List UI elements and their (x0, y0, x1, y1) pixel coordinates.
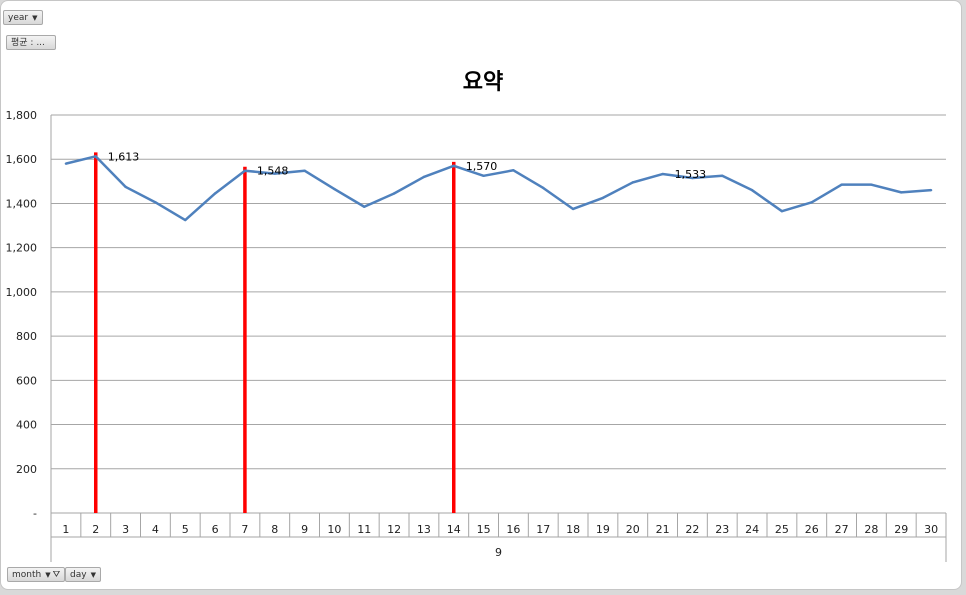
x-tick-label: 27 (835, 523, 849, 536)
data-point (631, 181, 634, 184)
x-tick-label: 12 (387, 523, 401, 536)
year-filter-label: year (8, 13, 29, 23)
data-point (64, 162, 68, 165)
data-point (243, 169, 247, 172)
average-value-button[interactable]: 평균 : ... (6, 35, 56, 50)
dropdown-arrow-icon: ▼ (90, 571, 96, 579)
y-tick-label: 1,600 (6, 153, 38, 166)
x-tick-label: 16 (506, 523, 520, 536)
x-tick-label: 10 (327, 523, 341, 536)
y-tick-label: 200 (16, 463, 37, 476)
x-tick-label: 25 (775, 523, 789, 536)
y-tick-label: 600 (16, 374, 37, 387)
x-tick-label: 13 (417, 523, 431, 536)
series-line (65, 155, 932, 222)
x-tick-label: 7 (241, 523, 248, 536)
data-point (929, 188, 933, 192)
data-point (512, 169, 515, 172)
x-tick-label: 9 (301, 523, 308, 536)
x-tick-label: 2 (92, 523, 99, 536)
data-point (721, 174, 724, 178)
x-tick-label: 15 (477, 523, 491, 536)
y-tick-label: 1,800 (6, 109, 38, 122)
data-label: 1,533 (675, 168, 707, 181)
data-point (154, 201, 157, 204)
data-label: 1,548 (257, 165, 289, 178)
data-point (303, 169, 306, 172)
average-value-label: 평균 : ... (11, 38, 45, 48)
x-tick-label: 8 (271, 523, 278, 536)
data-point (571, 207, 575, 211)
y-tick-label: 1,000 (6, 286, 38, 299)
data-point (810, 201, 813, 204)
data-point (542, 186, 545, 190)
data-point (184, 218, 187, 222)
data-point (691, 176, 694, 180)
x-tick-label: 29 (894, 523, 908, 536)
data-point (124, 185, 127, 189)
y-tick-label: 1,400 (6, 197, 38, 210)
data-point (780, 209, 784, 213)
x-group-label: 9 (495, 546, 502, 559)
x-tick-label: 22 (685, 523, 699, 536)
x-tick-label: 1 (62, 523, 69, 536)
data-point (452, 164, 455, 168)
data-point (900, 191, 903, 194)
data-point (94, 155, 97, 158)
month-filter-label: month (12, 570, 42, 580)
y-tick-label: - (33, 507, 37, 520)
dropdown-arrow-icon: ▼ (32, 14, 38, 22)
data-point (422, 175, 426, 179)
chart-title: 요약 (462, 70, 504, 95)
data-point (273, 172, 276, 175)
x-tick-label: 20 (626, 523, 640, 536)
x-tick-label: 23 (715, 523, 729, 536)
filter-icon: ⛛ (52, 570, 61, 580)
x-tick-label: 3 (122, 523, 129, 536)
data-point (213, 192, 217, 195)
dropdown-arrow-icon: ▼ (45, 571, 51, 579)
x-tick-label: 28 (864, 523, 878, 536)
data-label: 1,613 (108, 150, 140, 163)
data-point (482, 174, 485, 178)
day-filter-button[interactable]: day ▼ (65, 567, 101, 582)
data-point (750, 188, 754, 192)
x-tick-label: 26 (805, 523, 819, 536)
x-tick-label: 24 (745, 523, 759, 536)
data-point (333, 187, 336, 191)
data-point (661, 172, 664, 176)
y-tick-label: 400 (16, 419, 37, 432)
x-tick-label: 4 (152, 523, 159, 536)
x-tick-label: 18 (566, 523, 580, 536)
x-tick-label: 30 (924, 523, 938, 536)
data-point (392, 192, 396, 195)
year-filter-button[interactable]: year ▼ (3, 10, 43, 25)
y-tick-label: 800 (16, 330, 37, 343)
x-tick-label: 17 (536, 523, 550, 536)
day-filter-label: day (70, 570, 87, 580)
x-tick-label: 11 (357, 523, 371, 536)
x-tick-label: 19 (596, 523, 610, 536)
data-point (601, 196, 605, 200)
data-point (363, 205, 366, 208)
data-point (870, 183, 873, 186)
x-tick-label: 21 (656, 523, 670, 536)
month-filter-button[interactable]: month ▼ ⛛ (7, 567, 65, 582)
x-tick-label: 14 (447, 523, 461, 536)
x-tick-label: 6 (212, 523, 219, 536)
data-label: 1,570 (466, 160, 498, 173)
x-tick-label: 5 (182, 523, 189, 536)
data-point (840, 183, 843, 186)
y-tick-label: 1,200 (6, 242, 38, 255)
